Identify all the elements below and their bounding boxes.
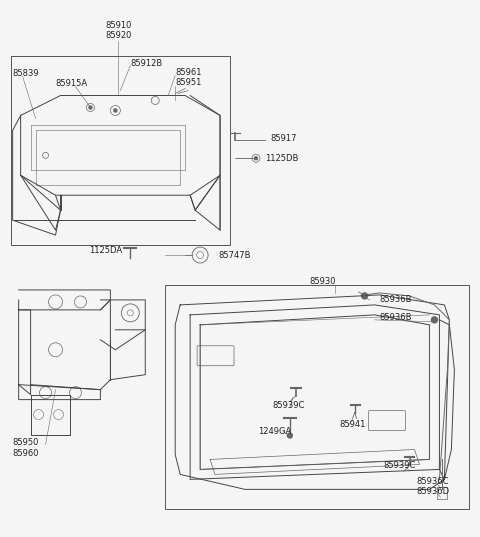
Bar: [165, 285, 469, 509]
Circle shape: [288, 433, 292, 438]
Text: 85939C: 85939C: [384, 461, 416, 470]
Bar: [437, 488, 447, 499]
Text: 1125DA: 1125DA: [89, 245, 122, 255]
Bar: [36, 130, 180, 185]
Text: 85939C: 85939C: [272, 401, 304, 410]
Circle shape: [113, 108, 117, 112]
Text: 85930: 85930: [310, 278, 336, 286]
Circle shape: [432, 317, 437, 323]
Circle shape: [254, 157, 257, 160]
Text: 85941: 85941: [340, 420, 366, 429]
Text: 85950: 85950: [12, 438, 39, 447]
Text: 85747B: 85747B: [218, 251, 251, 259]
Text: 1249GA: 1249GA: [258, 427, 291, 436]
Text: 85961: 85961: [175, 68, 202, 77]
Text: 85936B: 85936B: [380, 314, 412, 322]
Text: 85960: 85960: [12, 449, 39, 458]
Text: 85936B: 85936B: [380, 295, 412, 304]
Circle shape: [89, 106, 92, 109]
Text: 85951: 85951: [175, 78, 202, 87]
Text: 85936C: 85936C: [417, 477, 449, 486]
Text: 85912B: 85912B: [130, 59, 163, 68]
Text: 85915A: 85915A: [56, 79, 88, 88]
Text: 85910: 85910: [105, 21, 132, 30]
Text: 85839: 85839: [12, 69, 39, 78]
Bar: [11, 56, 230, 245]
Circle shape: [361, 293, 368, 299]
Text: 85920: 85920: [105, 31, 132, 40]
Text: 85917: 85917: [270, 134, 297, 143]
Text: 1125DB: 1125DB: [265, 154, 298, 163]
Text: 85936D: 85936D: [417, 487, 450, 496]
